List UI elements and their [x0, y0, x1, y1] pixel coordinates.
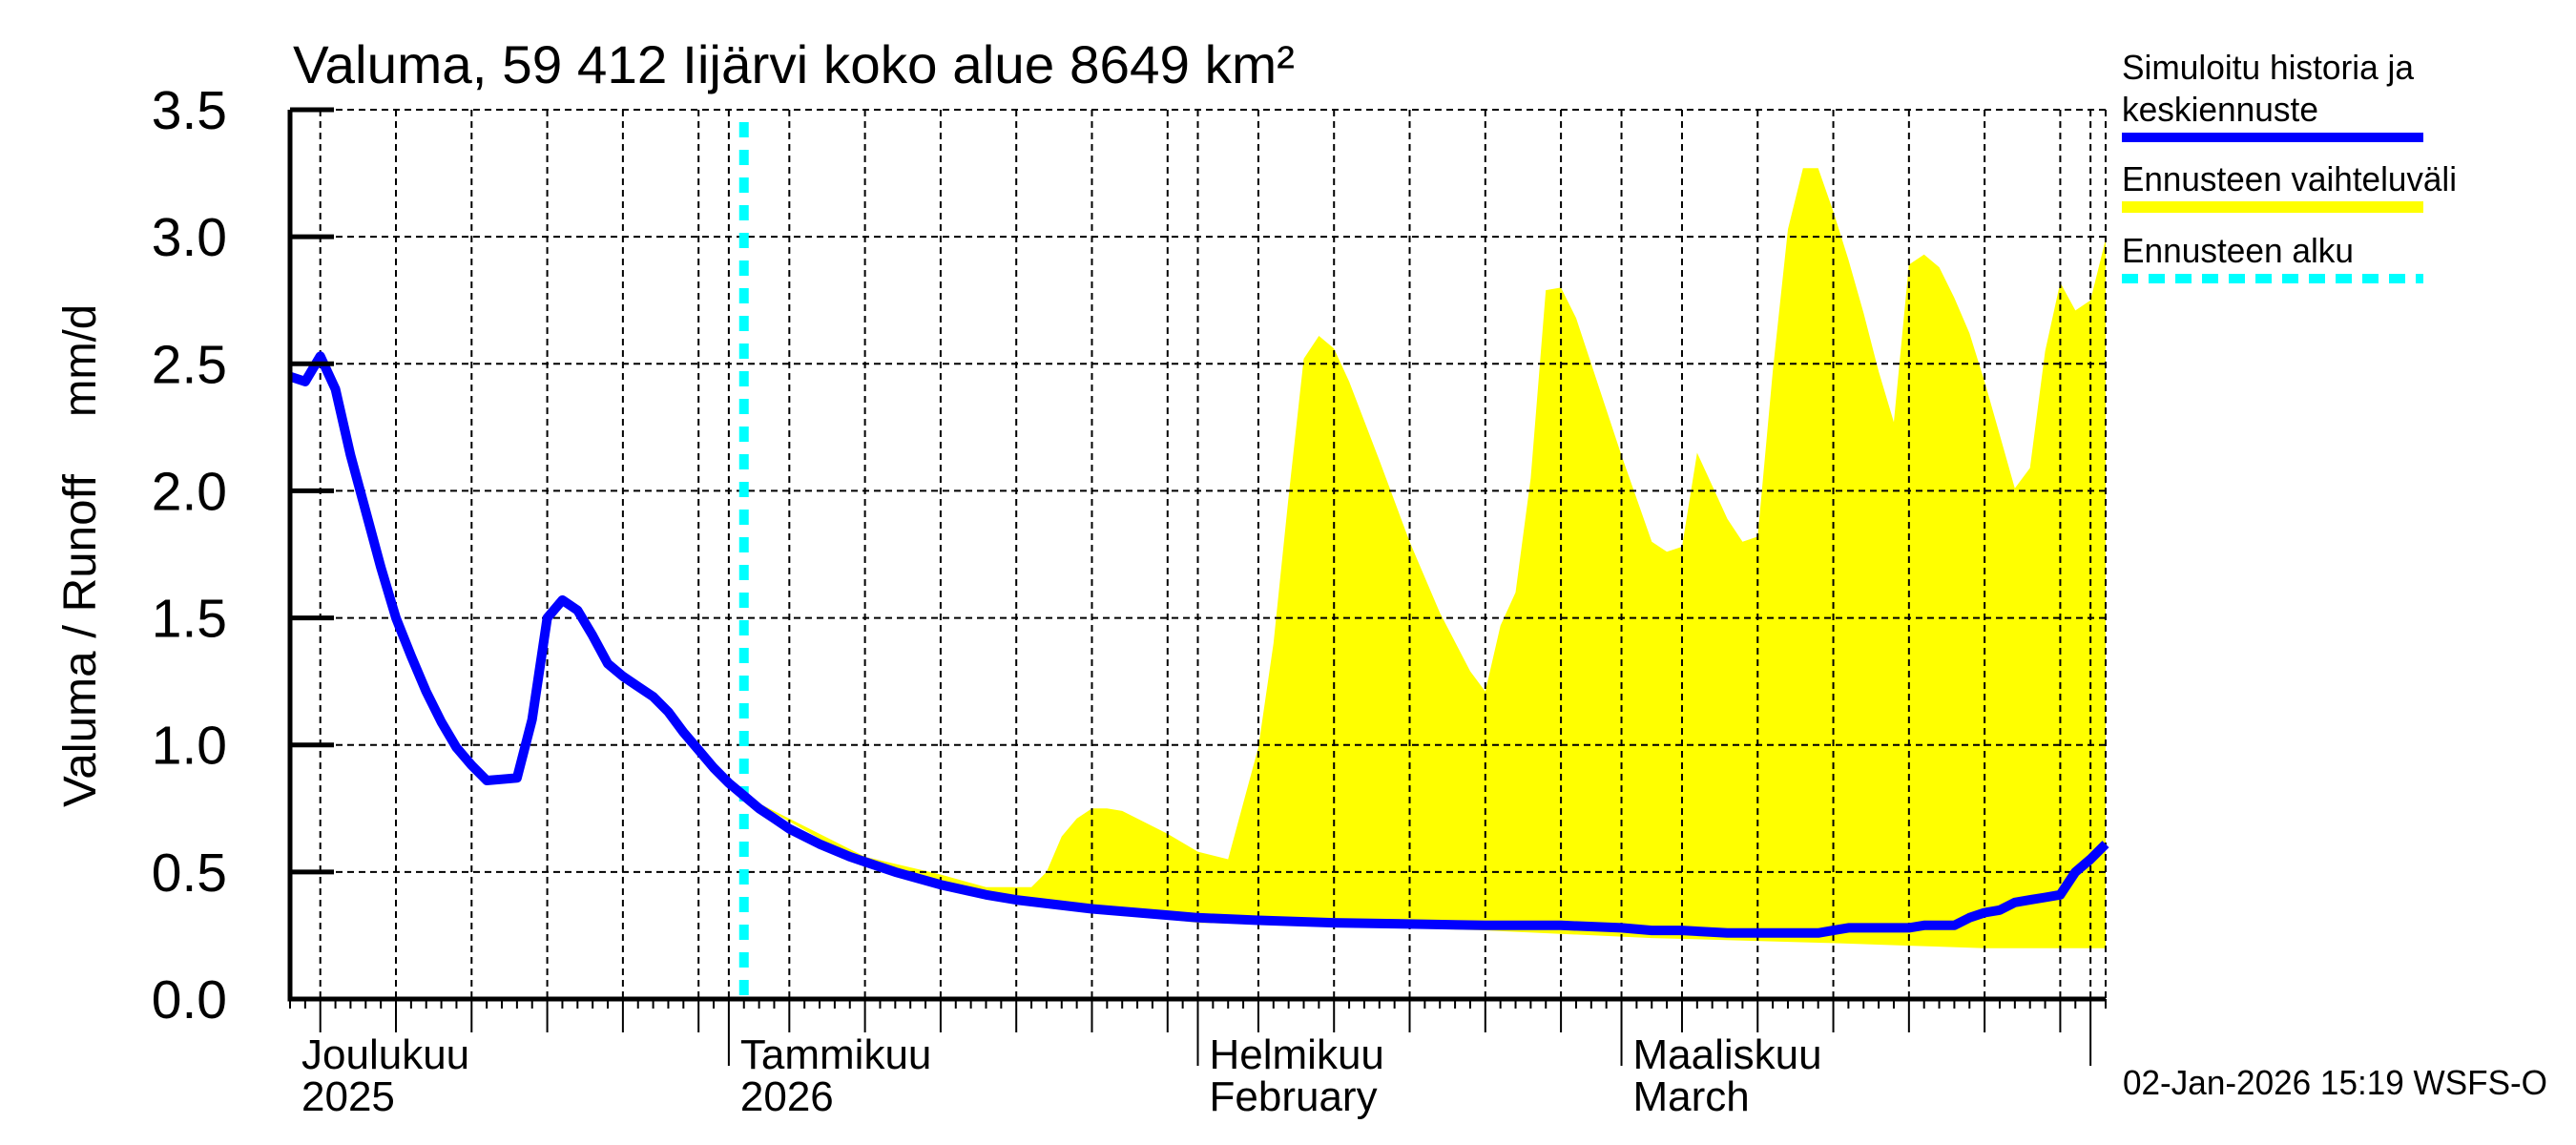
month-label: Helmikuu	[1210, 1031, 1384, 1078]
axis-lines	[287, 110, 2106, 1002]
y-tick-label: 1.5	[152, 589, 227, 650]
month-label: Tammikuu	[740, 1031, 932, 1078]
month-label: Maaliskuu	[1633, 1031, 1822, 1078]
legend-label-simulated-line1: Simuloitu historia ja	[2122, 48, 2415, 87]
y-tick-label: 0.0	[152, 969, 227, 1030]
grid	[290, 109, 2107, 999]
series-line	[288, 351, 2109, 938]
legend-label-simulated-line2: keskiennuste	[2122, 90, 2318, 129]
month-sublabel: 2026	[740, 1073, 834, 1120]
y-tick-labels: 0.0 0.5 1.0 1.5 2.0 2.5 3.0 3.5	[152, 80, 227, 1030]
y-axis-label: Valuma / Runoff	[55, 473, 106, 807]
forecast-range-band	[743, 168, 2106, 948]
legend-label-forecast-start: Ennusteen alku	[2122, 231, 2354, 270]
month-sublabel: February	[1210, 1073, 1378, 1120]
forecast-range-area	[743, 168, 2106, 948]
y-axis-unit: mm/d	[55, 304, 106, 417]
chart-title: Valuma, 59 412 Iijärvi koko alue 8649 km…	[293, 34, 1295, 94]
legend-swatch-simulated	[2122, 133, 2423, 142]
simulated-runoff-series	[288, 351, 2109, 938]
y-tick-label: 2.5	[152, 334, 227, 395]
legend-swatch-range	[2122, 201, 2423, 213]
timestamp: 02-Jan-2026 15:19 WSFS-O	[2123, 1063, 2547, 1102]
axes	[287, 107, 2107, 1066]
month-sublabel: 2025	[301, 1073, 395, 1120]
y-tick-label: 2.0	[152, 461, 227, 522]
y-tick-label: 3.0	[152, 207, 227, 268]
legend-label-range: Ennusteen vaihteluväli	[2122, 159, 2457, 198]
y-tick-label: 1.0	[152, 716, 227, 777]
month-sublabel: March	[1633, 1073, 1750, 1120]
y-tick-label: 0.5	[152, 843, 227, 904]
y-tick-label: 3.5	[152, 80, 227, 141]
legend: Simuloitu historia ja keskiennuste Ennus…	[2122, 48, 2457, 283]
month-label: Joulukuu	[301, 1031, 469, 1078]
